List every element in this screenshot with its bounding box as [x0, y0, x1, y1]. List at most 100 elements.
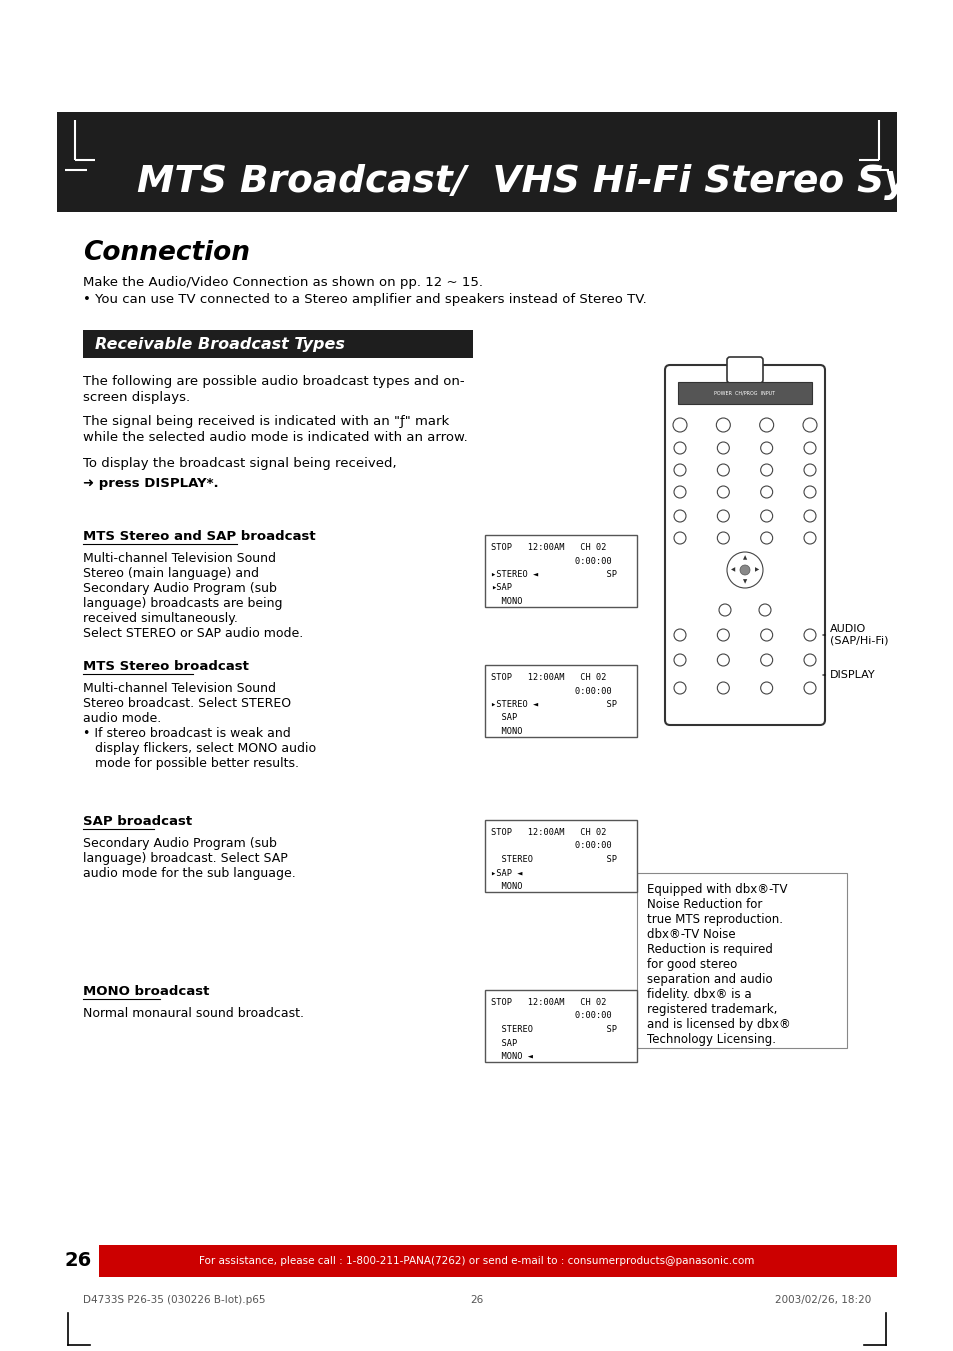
Text: received simultaneously.: received simultaneously.	[83, 612, 237, 626]
Text: 0:00:00: 0:00:00	[491, 1012, 611, 1020]
Circle shape	[760, 486, 772, 499]
Text: mode for possible better results.: mode for possible better results.	[83, 757, 298, 770]
Text: while the selected audio mode is indicated with an arrow.: while the selected audio mode is indicat…	[83, 431, 467, 444]
Circle shape	[672, 417, 686, 432]
Circle shape	[803, 486, 815, 499]
FancyBboxPatch shape	[726, 357, 762, 382]
Text: DISPLAY: DISPLAY	[829, 670, 875, 680]
Text: The following are possible audio broadcast types and on-: The following are possible audio broadca…	[83, 376, 464, 388]
Circle shape	[716, 417, 730, 432]
Circle shape	[717, 532, 729, 544]
FancyBboxPatch shape	[664, 365, 824, 725]
Text: Stereo (main language) and: Stereo (main language) and	[83, 567, 258, 580]
Text: ▸SAP: ▸SAP	[491, 584, 512, 593]
Circle shape	[717, 486, 729, 499]
Text: MONO: MONO	[491, 597, 522, 607]
Text: dbx®-TV Noise: dbx®-TV Noise	[646, 928, 735, 942]
Circle shape	[760, 532, 772, 544]
Text: MTS Stereo broadcast: MTS Stereo broadcast	[83, 661, 249, 673]
Text: MTS Stereo and SAP broadcast: MTS Stereo and SAP broadcast	[83, 530, 315, 543]
Circle shape	[673, 486, 685, 499]
Circle shape	[760, 654, 772, 666]
Circle shape	[803, 654, 815, 666]
Text: Secondary Audio Program (sub: Secondary Audio Program (sub	[83, 838, 276, 850]
Circle shape	[717, 509, 729, 521]
Text: ▶: ▶	[754, 567, 759, 573]
Text: STEREO              SP: STEREO SP	[491, 855, 617, 865]
Text: ▸SAP ◄: ▸SAP ◄	[491, 869, 522, 878]
Circle shape	[673, 532, 685, 544]
Circle shape	[760, 630, 772, 640]
Text: • You can use TV connected to a Stereo amplifier and speakers instead of Stereo : • You can use TV connected to a Stereo a…	[83, 293, 646, 305]
Text: audio mode for the sub language.: audio mode for the sub language.	[83, 867, 295, 880]
Text: Equipped with dbx®-TV: Equipped with dbx®-TV	[646, 884, 786, 896]
Text: language) broadcasts are being: language) broadcasts are being	[83, 597, 282, 611]
Circle shape	[673, 630, 685, 640]
Circle shape	[803, 442, 815, 454]
Circle shape	[760, 682, 772, 694]
Bar	[57, 1246, 99, 1277]
Circle shape	[760, 509, 772, 521]
Circle shape	[740, 565, 749, 576]
Circle shape	[673, 463, 685, 476]
Text: ➜ press DISPLAY*.: ➜ press DISPLAY*.	[83, 477, 218, 490]
Circle shape	[717, 682, 729, 694]
Circle shape	[719, 604, 730, 616]
Text: display flickers, select MONO audio: display flickers, select MONO audio	[83, 742, 315, 755]
Text: STOP   12:00AM   CH 02: STOP 12:00AM CH 02	[491, 828, 606, 838]
Text: ◀: ◀	[730, 567, 735, 573]
Text: registered trademark,: registered trademark,	[646, 1002, 777, 1016]
Text: Receivable Broadcast Types: Receivable Broadcast Types	[95, 336, 345, 351]
Text: POWER  CH/PROG  INPUT: POWER CH/PROG INPUT	[714, 390, 775, 396]
Circle shape	[717, 463, 729, 476]
Circle shape	[803, 463, 815, 476]
Text: ▸STEREO ◄             SP: ▸STEREO ◄ SP	[491, 700, 617, 709]
Bar	[484, 535, 637, 607]
Text: ▲: ▲	[742, 555, 746, 561]
Text: Connection: Connection	[83, 240, 250, 266]
Bar	[484, 990, 637, 1062]
Text: D4733S P26-35 (030226 B-lot).p65: D4733S P26-35 (030226 B-lot).p65	[83, 1296, 265, 1305]
Text: 2003/02/26, 18:20: 2003/02/26, 18:20	[774, 1296, 870, 1305]
Text: Multi-channel Television Sound: Multi-channel Television Sound	[83, 553, 275, 565]
Text: Normal monaural sound broadcast.: Normal monaural sound broadcast.	[83, 1006, 304, 1020]
Circle shape	[726, 553, 762, 588]
Circle shape	[759, 604, 770, 616]
Text: SAP broadcast: SAP broadcast	[83, 815, 192, 828]
Circle shape	[803, 682, 815, 694]
Text: and is licensed by dbx®: and is licensed by dbx®	[646, 1019, 790, 1031]
Text: The signal being received is indicated with an "ƒ" mark: The signal being received is indicated w…	[83, 415, 449, 428]
Circle shape	[760, 463, 772, 476]
Text: Multi-channel Television Sound: Multi-channel Television Sound	[83, 682, 275, 694]
Text: 0:00:00: 0:00:00	[491, 557, 611, 566]
Text: language) broadcast. Select SAP: language) broadcast. Select SAP	[83, 852, 288, 865]
Bar	[484, 665, 637, 738]
Circle shape	[673, 682, 685, 694]
Text: Reduction is required: Reduction is required	[646, 943, 772, 957]
Text: Select STEREO or SAP audio mode.: Select STEREO or SAP audio mode.	[83, 627, 303, 640]
Text: MTS Broadcast/  VHS Hi-Fi Stereo System: MTS Broadcast/ VHS Hi-Fi Stereo System	[137, 163, 953, 200]
Text: for good stereo: for good stereo	[646, 958, 737, 971]
Circle shape	[803, 509, 815, 521]
Text: 26: 26	[470, 1296, 483, 1305]
Circle shape	[717, 442, 729, 454]
Text: screen displays.: screen displays.	[83, 390, 190, 404]
Text: MONO broadcast: MONO broadcast	[83, 985, 209, 998]
Text: 0:00:00: 0:00:00	[491, 842, 611, 851]
Circle shape	[759, 417, 773, 432]
Text: Secondary Audio Program (sub: Secondary Audio Program (sub	[83, 582, 276, 594]
Circle shape	[760, 442, 772, 454]
Text: fidelity. dbx® is a: fidelity. dbx® is a	[646, 988, 751, 1001]
Bar	[484, 820, 637, 892]
Circle shape	[802, 417, 816, 432]
Text: ▼: ▼	[742, 580, 746, 585]
Bar	[637, 873, 846, 1048]
Circle shape	[803, 532, 815, 544]
Circle shape	[673, 442, 685, 454]
Text: separation and audio: separation and audio	[646, 973, 772, 986]
Text: STEREO              SP: STEREO SP	[491, 1025, 617, 1034]
Text: SAP: SAP	[491, 1039, 517, 1047]
Text: To display the broadcast signal being received,: To display the broadcast signal being re…	[83, 457, 396, 470]
Text: Stereo broadcast. Select STEREO: Stereo broadcast. Select STEREO	[83, 697, 291, 711]
Text: AUDIO
(SAP/Hi-Fi): AUDIO (SAP/Hi-Fi)	[829, 624, 887, 646]
